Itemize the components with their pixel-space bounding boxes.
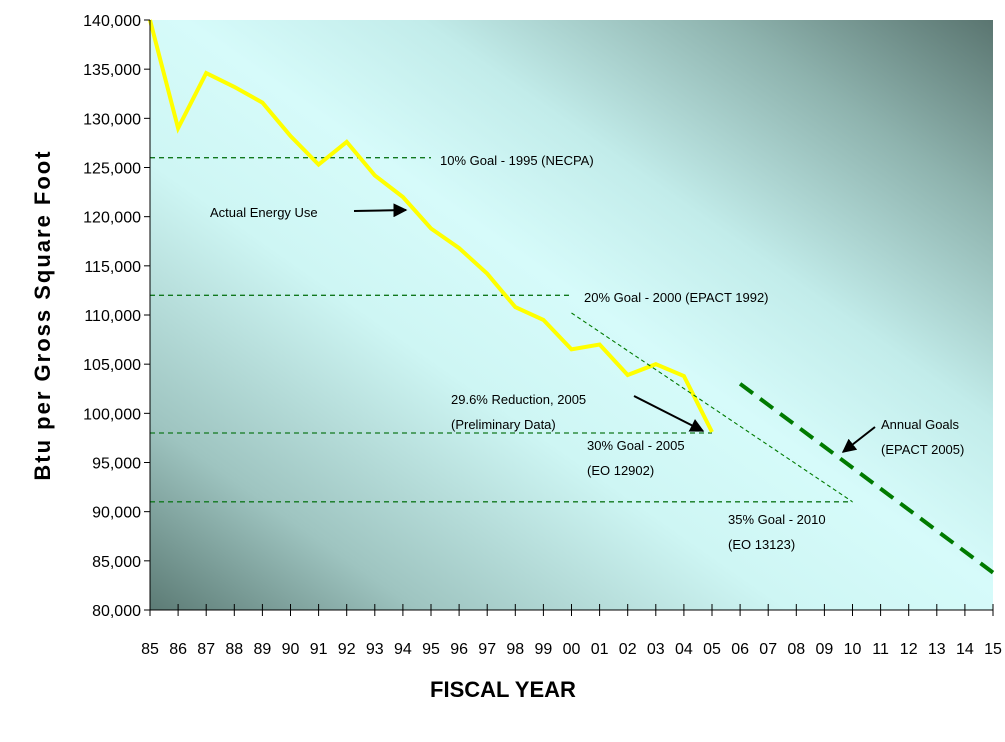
x-tick-label: 91 — [310, 641, 328, 658]
x-tick-label: 04 — [675, 641, 693, 658]
y-tick-label: 120,000 — [83, 210, 141, 227]
x-tick-label: 00 — [563, 641, 581, 658]
x-tick-label: 93 — [366, 641, 384, 658]
x-tick-label: 86 — [169, 641, 187, 658]
x-ticks: 85 86 87 88 89 90 91 92 93 94 95 96 97 98 99 00 01 02 03 04… — [141, 604, 1002, 658]
x-tick-label: 03 — [647, 641, 665, 658]
goal-label-2000: 20% Goal - 2000 (EPACT 1992) — [584, 290, 769, 305]
x-tick-label: 92 — [338, 641, 356, 658]
x-tick-label: 15 — [984, 641, 1002, 658]
annotation-reduction-arrow — [633, 395, 705, 432]
x-tick-label: 09 — [816, 641, 834, 658]
y-tick-label: 100,000 — [83, 406, 141, 423]
goal-label-2010-line2: (EO 13123) — [728, 537, 795, 552]
annotation-annual-line2: (EPACT 2005) — [881, 442, 964, 457]
y-tick-label: 80,000 — [92, 603, 141, 620]
y-tick-label: 110,000 — [84, 308, 141, 325]
y-axis-title: Btu per Gross Square Foot — [30, 149, 55, 480]
x-tick-label: 98 — [506, 641, 524, 658]
x-tick-label: 90 — [282, 641, 300, 658]
series-layer — [148, 19, 995, 575]
goal-label-2005-line1: 30% Goal - 2005 — [587, 438, 685, 453]
x-tick-label: 10 — [844, 641, 862, 658]
annotation-annual-line1: Annual Goals — [881, 417, 960, 432]
x-tick-label: 89 — [254, 641, 272, 658]
x-tick-label: 06 — [731, 641, 749, 658]
goal-trend-line — [571, 312, 853, 503]
x-tick-label: 13 — [928, 641, 946, 658]
y-tick-label: 105,000 — [83, 357, 141, 374]
x-tick-label: 02 — [619, 641, 637, 658]
annotation-actual-arrow — [353, 203, 408, 218]
axes: 80,000 85,000 90,000 95,000 100,000 105,000 11… — [83, 13, 1002, 658]
x-tick-label: 14 — [956, 641, 974, 658]
x-tick-label: 07 — [759, 641, 777, 658]
annotation-actual-label: Actual Energy Use — [210, 205, 318, 220]
x-tick-label: 99 — [535, 641, 553, 658]
x-tick-label: 01 — [591, 641, 609, 658]
x-tick-label: 87 — [197, 641, 215, 658]
y-tick-label: 95,000 — [92, 456, 141, 473]
plot-area — [150, 20, 993, 610]
x-tick-label: 96 — [450, 641, 468, 658]
y-tick-label: 115,000 — [84, 259, 141, 276]
x-axis-title: FISCAL YEAR — [430, 677, 576, 702]
x-tick-label: 95 — [422, 641, 440, 658]
y-tick-label: 125,000 — [83, 161, 141, 178]
x-tick-label: 12 — [900, 641, 918, 658]
y-tick-label: 130,000 — [83, 111, 141, 128]
x-tick-label: 11 — [872, 641, 889, 658]
y-ticks: 80,000 85,000 90,000 95,000 100,000 105,000 11… — [83, 13, 150, 620]
goal-lines — [150, 157, 853, 503]
goal-label-1995: 10% Goal - 1995 (NECPA) — [440, 153, 594, 168]
x-tick-label: 88 — [225, 641, 243, 658]
x-tick-label: 97 — [478, 641, 496, 658]
y-tick-label: 90,000 — [92, 505, 141, 522]
goal-label-2010-line1: 35% Goal - 2010 — [728, 512, 826, 527]
annotation-reduction-line1: 29.6% Reduction, 2005 — [451, 392, 586, 407]
annual-goals-line — [738, 382, 995, 575]
annotation-reduction-2005: 29.6% Reduction, 2005 (Preliminary Data) — [451, 392, 705, 432]
x-tick-label: 08 — [787, 641, 805, 658]
y-tick-label: 140,000 — [83, 13, 141, 30]
annotation-actual-energy-use: Actual Energy Use — [210, 203, 408, 220]
annotation-annual-arrow — [841, 426, 876, 453]
x-tick-label: 94 — [394, 641, 412, 658]
x-tick-label: 05 — [703, 641, 721, 658]
actual-energy-use-line — [148, 19, 714, 433]
annotation-reduction-line2: (Preliminary Data) — [451, 417, 556, 432]
x-tick-label: 85 — [141, 641, 159, 658]
y-tick-label: 85,000 — [92, 554, 141, 571]
goal-label-2005-line2: (EO 12902) — [587, 463, 654, 478]
y-tick-label: 135,000 — [83, 62, 141, 79]
annotation-annual-goals: Annual Goals (EPACT 2005) — [841, 417, 964, 457]
